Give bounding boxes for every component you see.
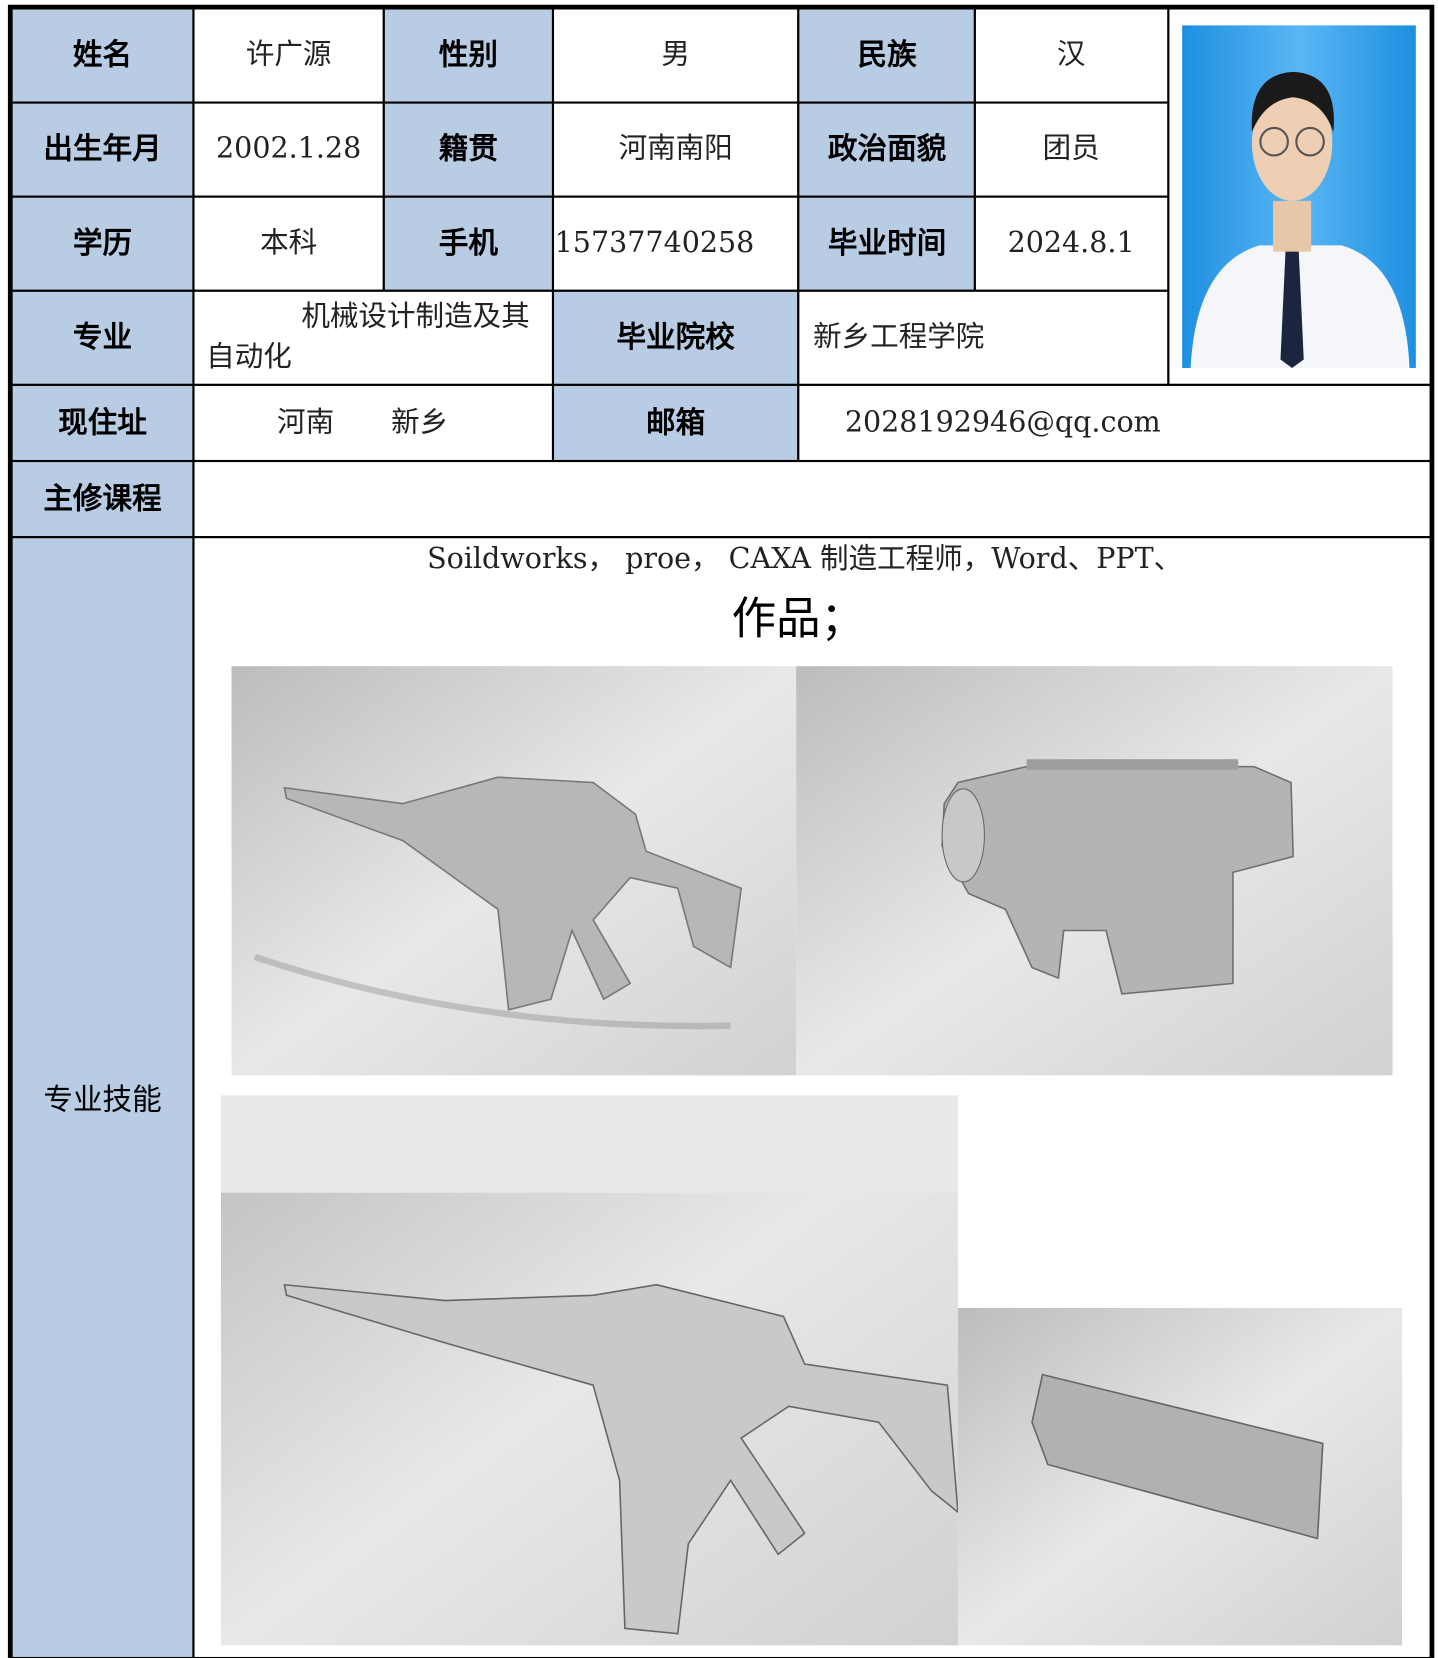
work-image bbox=[220, 1095, 959, 1646]
value: 2024.8.1 bbox=[1008, 226, 1135, 259]
work-image bbox=[957, 1308, 1403, 1646]
value: 本科 bbox=[260, 226, 317, 259]
value: 2002.1.28 bbox=[216, 132, 361, 165]
value-box: 机械设计制造及其自动化 bbox=[206, 300, 530, 374]
label-cell bbox=[797, 101, 976, 198]
value-cell bbox=[973, 7, 1170, 104]
table-border bbox=[7, 4, 1435, 1658]
label: 专业技能 bbox=[43, 1082, 161, 1116]
value-cell bbox=[973, 195, 1170, 292]
label-cell bbox=[10, 459, 195, 539]
label: 出生年月 bbox=[43, 132, 161, 166]
label-cell bbox=[10, 195, 195, 292]
label: 姓名 bbox=[73, 38, 132, 72]
label-cell bbox=[10, 289, 195, 386]
label: 手机 bbox=[439, 226, 499, 260]
value: 河南 新乡 bbox=[277, 406, 448, 439]
label-cell bbox=[382, 101, 555, 198]
value: 新乡工程学院 bbox=[813, 320, 984, 353]
label: 专业 bbox=[73, 320, 132, 354]
value-cell bbox=[192, 383, 555, 463]
label: 籍贯 bbox=[439, 132, 498, 166]
label: 主修课程 bbox=[43, 482, 161, 516]
label: 性别 bbox=[439, 38, 498, 72]
value-cell bbox=[973, 101, 1170, 198]
value: 汉 bbox=[1057, 38, 1086, 71]
value-cell bbox=[551, 101, 800, 198]
label: 政治面貌 bbox=[828, 132, 947, 166]
label-cell bbox=[551, 383, 800, 463]
value-cell bbox=[192, 195, 385, 292]
label-cell bbox=[10, 536, 195, 1658]
skills: Soildworks， proe， CAXA 制造工程师，Word、PPT、 bbox=[427, 542, 1182, 575]
value-cell bbox=[192, 459, 1432, 539]
value-cell bbox=[192, 7, 385, 104]
value: 许广源 bbox=[246, 38, 332, 71]
works-heading: 作品； bbox=[732, 593, 865, 644]
label: 学历 bbox=[73, 226, 132, 260]
value: 15737740258 bbox=[555, 226, 755, 259]
label: 邮箱 bbox=[646, 406, 705, 440]
label: 现住址 bbox=[58, 406, 147, 440]
value-cell bbox=[797, 383, 1432, 463]
label: 毕业时间 bbox=[828, 226, 946, 260]
work-image bbox=[796, 666, 1393, 1076]
work-image bbox=[231, 666, 797, 1076]
value: 2028192946@qq.com bbox=[845, 406, 1161, 439]
label-cell bbox=[382, 195, 555, 292]
label-cell bbox=[10, 383, 195, 463]
value: 团员 bbox=[1043, 132, 1100, 165]
label: 民族 bbox=[858, 38, 918, 72]
value: 河南南阳 bbox=[619, 132, 733, 165]
label: 毕业院校 bbox=[616, 320, 735, 354]
value: 男 bbox=[661, 38, 690, 71]
value: 机械设计制造及其自动化 bbox=[206, 300, 530, 374]
photo bbox=[1182, 25, 1416, 368]
